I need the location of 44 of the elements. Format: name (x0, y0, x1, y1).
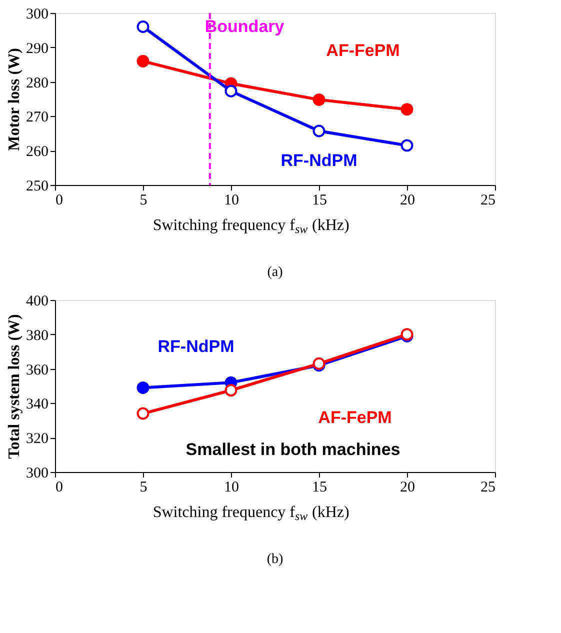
y-axis-title: Motor loss (W) (6, 48, 23, 151)
x-tick-label: 0 (56, 480, 63, 496)
y-axis-title: Total system loss (W) (6, 314, 23, 459)
x-tick-label: 0 (56, 192, 63, 208)
series-label: RF-NdPM (158, 337, 234, 356)
annotation: Smallest in both machines (186, 440, 400, 459)
y-tick-label: 260 (26, 144, 48, 160)
point (400, 139, 414, 152)
point (136, 407, 150, 420)
x-tick-label: 20 (400, 480, 415, 496)
series-label: RF-NdPM (280, 151, 358, 170)
y-tick-label: 400 (26, 294, 48, 310)
y-tick-label: 380 (26, 328, 48, 344)
y-tick-label: 300 (26, 6, 48, 22)
point (136, 20, 150, 33)
y-tick-label: 280 (26, 75, 48, 92)
text: (a) (267, 265, 284, 280)
x-tick-label: 10 (224, 192, 239, 208)
text: (b) (266, 552, 284, 567)
point (136, 381, 150, 394)
ref-line-label: Boundary (204, 17, 285, 36)
x-tick-label: 15 (312, 192, 327, 208)
x-tick-label: 25 (480, 480, 496, 496)
text: AF-FePM (318, 408, 392, 427)
text: AF-FePM (326, 41, 400, 60)
point (136, 54, 150, 68)
y-tick-label: 320 (26, 431, 48, 448)
y-tick-label: 250 (26, 178, 48, 194)
y-tick-label: 270 (26, 110, 48, 126)
x-tick-label: 15 (312, 480, 327, 496)
y-tick-label: 360 (26, 362, 48, 378)
x-tick-label: 20 (400, 192, 415, 208)
x-tick-label: 5 (140, 192, 148, 208)
x-tick-label: 10 (224, 480, 239, 496)
x-tick-label: 5 (140, 480, 148, 496)
x-tick-label: 25 (480, 192, 496, 208)
point (312, 124, 326, 138)
y-tick-label: 290 (26, 40, 48, 57)
y-tick-label: 340 (26, 396, 48, 413)
point (312, 93, 326, 106)
point (224, 84, 238, 98)
y-tick-label: 300 (26, 466, 48, 482)
point (400, 103, 414, 116)
point (224, 384, 238, 397)
